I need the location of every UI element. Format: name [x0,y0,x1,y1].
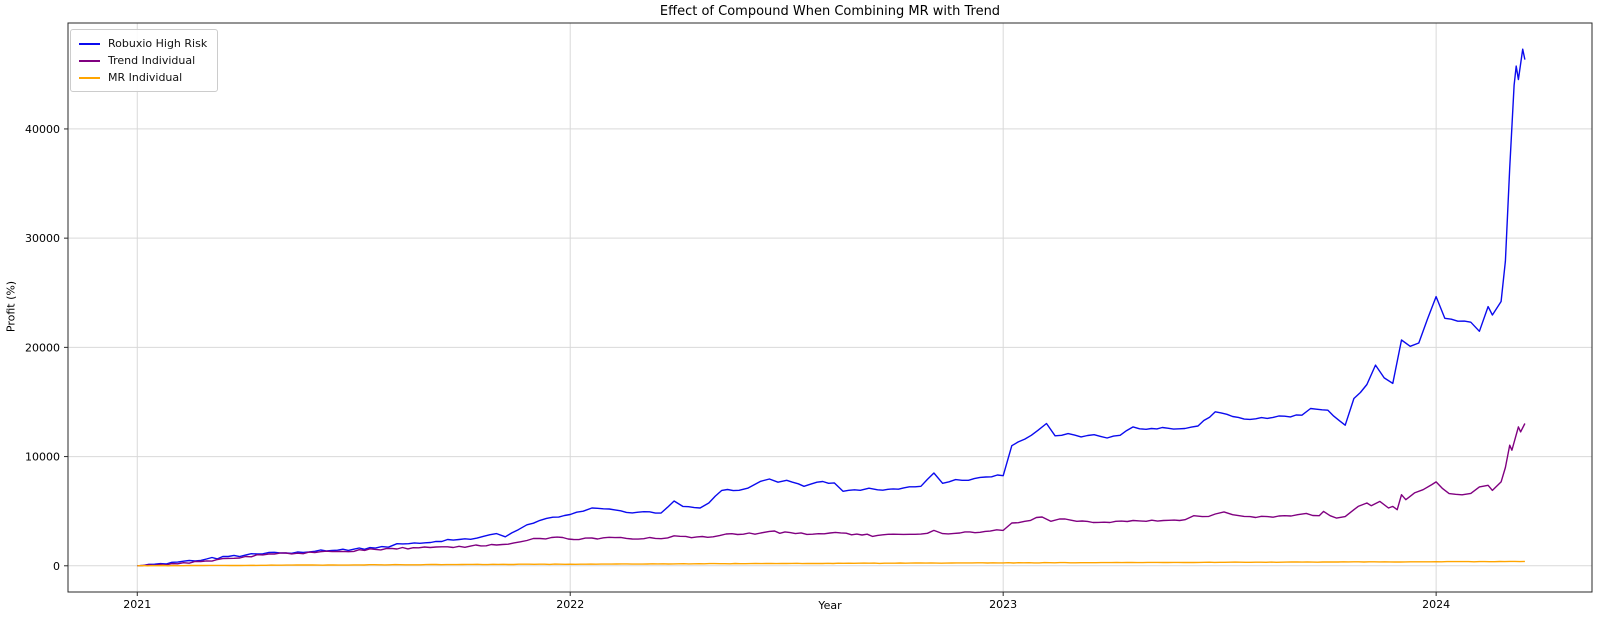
legend-swatch-robuxio-high-risk [79,42,100,45]
y-axis-label: Profit (%) [4,280,18,333]
x-axis-label: Year [818,599,842,612]
series-line-mr-individual [137,560,1525,567]
x-tick-label-2022: 2022 [556,598,584,611]
legend-swatch-mr-individual [79,76,100,79]
legend: Robuxio High Risk Trend Individual MR Indi… [70,29,219,92]
x-tick-label-2024: 2024 [1422,598,1450,611]
x-tick-label-2023: 2023 [989,598,1017,611]
plot-border [67,22,1593,593]
y-tick-label-30000: 30000 [25,232,60,245]
legend-item-trend-individual: Trend Individual [79,52,207,69]
legend-label-robuxio-high-risk: Robuxio High Risk [108,37,208,50]
legend-item-mr-individual: MR Individual [79,69,207,86]
series-line-trend-individual [137,423,1526,567]
y-tick-label-10000: 10000 [25,451,60,464]
y-tick-label-0: 0 [53,560,60,573]
legend-swatch-trend-individual [79,59,100,62]
chart-title: Effect of Compound When Combining MR wit… [659,4,1001,19]
legend-item-robuxio-high-risk: Robuxio High Risk [79,35,207,52]
x-tick-label-2021: 2021 [123,598,151,611]
series-line-robuxio-high-risk [137,48,1526,567]
y-tick-label-20000: 20000 [25,341,60,354]
legend-label-trend-individual: Trend Individual [108,54,196,67]
legend-label-mr-individual: MR Individual [108,71,183,84]
y-tick-label-40000: 40000 [25,123,60,136]
